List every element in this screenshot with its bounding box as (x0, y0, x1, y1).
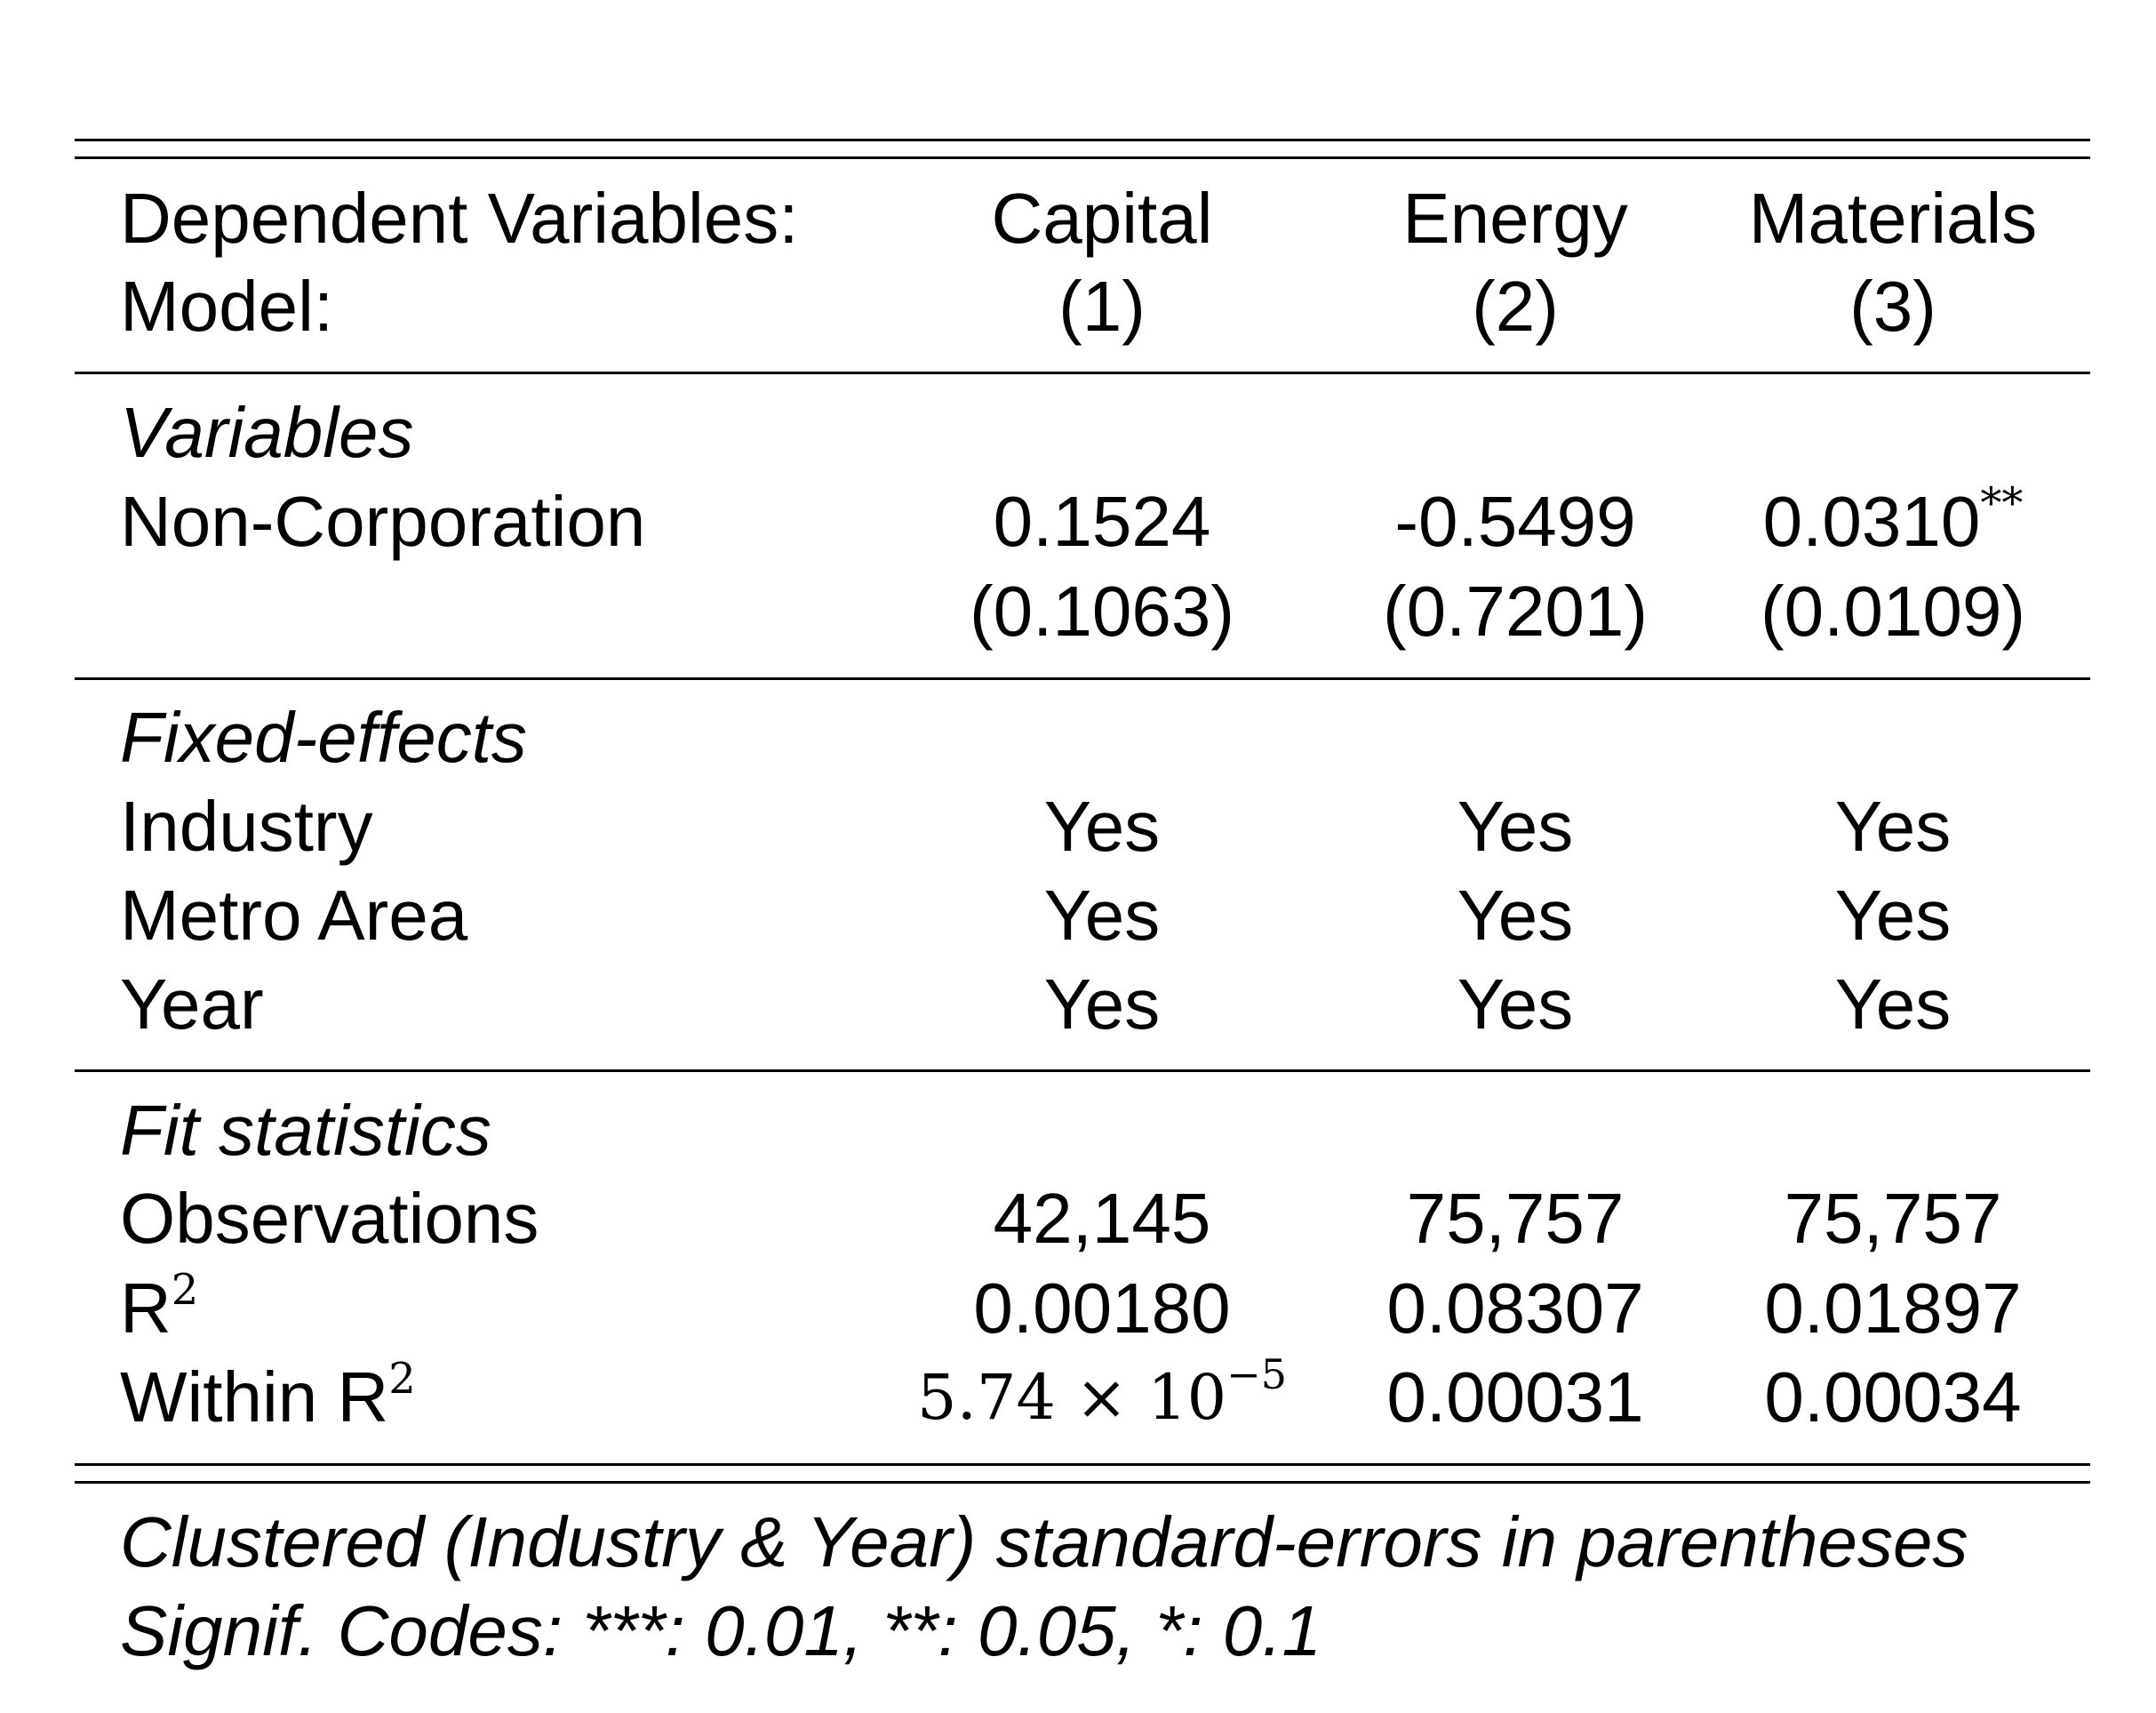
model-number-1: (1) (1058, 267, 1146, 346)
bottom-rule-outer (75, 1481, 2090, 1484)
significance-stars: ** (1980, 478, 2024, 528)
fe-year-materials: Yes (1834, 965, 1952, 1044)
fe-metro-capital: Yes (1043, 876, 1161, 955)
coef-value: 0.1524 (993, 482, 1211, 561)
within-r2-times: × (1075, 1361, 1128, 1434)
fixed-effects-rule (75, 1069, 2090, 1072)
se-energy: (0.7201) (1383, 572, 1648, 651)
model-number-2: (2) (1472, 267, 1559, 346)
r2-energy: 0.08307 (1386, 1269, 1644, 1348)
obs-capital: 42,145 (993, 1179, 1211, 1258)
section-title-fit-statistics: Fit statistics (120, 1091, 491, 1170)
top-rule-inner (75, 156, 2090, 159)
variables-rule (75, 677, 2090, 680)
se-materials: (0.0109) (1761, 572, 2025, 651)
coef-materials: 0.0310** (1763, 477, 2024, 566)
within-r2-energy: 0.00031 (1386, 1357, 1644, 1437)
fe-industry-capital: Yes (1043, 787, 1161, 866)
coef-value: 0.0310 (1762, 482, 1981, 561)
col-header-energy: Energy (1402, 179, 1628, 258)
r2-superscript: 2 (171, 1265, 199, 1315)
top-rule-outer (75, 139, 2090, 141)
obs-materials: 75,757 (1784, 1179, 2002, 1258)
within-r2-exponent: −5 (1226, 1350, 1287, 1398)
note-standard-errors: Clustered (Industry & Year) standard-err… (120, 1502, 1968, 1581)
fe-year-energy: Yes (1457, 965, 1574, 1044)
row-label-industry: Industry (120, 787, 373, 866)
fe-metro-energy: Yes (1457, 876, 1574, 955)
within-r2-materials: 0.00034 (1764, 1357, 2022, 1437)
row-label-observations: Observations (120, 1179, 539, 1258)
within-r2-label-text: Within R (120, 1357, 389, 1437)
r2-materials: 0.01897 (1764, 1269, 2022, 1348)
within-r2-mantissa: 5.74 (917, 1361, 1056, 1434)
row-label-non-corporation: Non-Corporation (120, 482, 646, 561)
note-significance-codes: Signif. Codes: ***: 0.01, **: 0.05, *: 0… (120, 1591, 1322, 1670)
within-r2-base: 10 (1147, 1361, 1227, 1434)
within-r2-capital: 5.74 × 10−5 (917, 1353, 1287, 1442)
coef-capital: 0.1524 (994, 477, 1211, 566)
col-header-materials: Materials (1748, 179, 2038, 258)
fe-year-capital: Yes (1043, 965, 1161, 1044)
fe-metro-materials: Yes (1834, 876, 1952, 955)
r2-capital: 0.00180 (973, 1269, 1231, 1348)
section-title-variables: Variables (120, 393, 414, 472)
fe-industry-energy: Yes (1457, 787, 1574, 866)
header-rule (75, 372, 2090, 374)
coef-energy: -0.5499 (1394, 477, 1635, 566)
fe-industry-materials: Yes (1834, 787, 1952, 866)
bottom-rule-inner (75, 1463, 2090, 1466)
model-number-3: (3) (1849, 267, 1936, 346)
row-label-metro-area: Metro Area (120, 876, 468, 955)
model-label: Model: (120, 267, 334, 346)
row-label-within-r2: Within R2 (120, 1353, 416, 1442)
obs-energy: 75,757 (1406, 1179, 1625, 1258)
coef-value: -0.5499 (1394, 482, 1636, 561)
r2-label-text: R (120, 1269, 172, 1348)
section-title-fixed-effects: Fixed-effects (120, 698, 527, 777)
dependent-variables-label: Dependent Variables: (120, 179, 799, 258)
within-r2-superscript: 2 (388, 1354, 416, 1404)
col-header-capital: Capital (991, 179, 1213, 258)
se-capital: (0.1063) (970, 572, 1234, 651)
row-label-r2: R2 (120, 1264, 198, 1353)
row-label-year: Year (120, 965, 264, 1044)
